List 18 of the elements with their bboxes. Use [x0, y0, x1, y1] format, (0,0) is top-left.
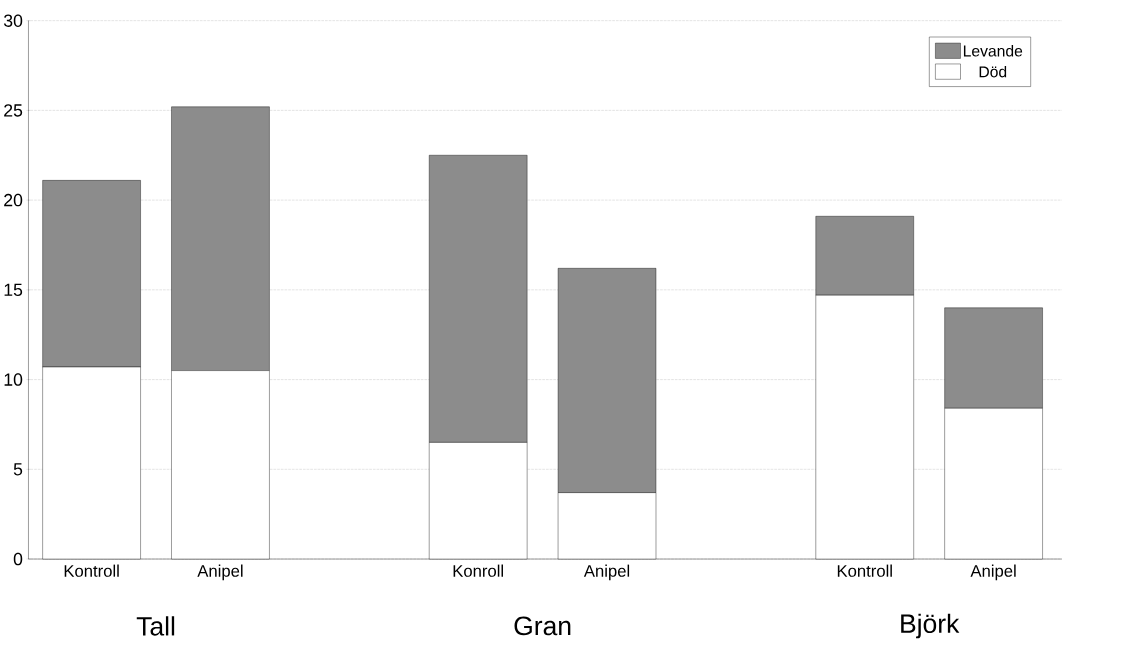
- legend-label: Död: [979, 66, 1007, 78]
- y-tick-label: 25: [4, 104, 23, 117]
- y-tick-label: 5: [13, 463, 23, 476]
- y-tick-label: 10: [4, 373, 23, 387]
- x-tick-label: Anipel: [583, 564, 630, 581]
- text: Björk: [901, 613, 960, 639]
- x-tick-label: Kontroll: [64, 564, 119, 578]
- text: Gran: [514, 616, 571, 636]
- x-tick-label: Kontroll: [837, 564, 892, 578]
- y-tick-label: 15: [4, 283, 23, 297]
- y-tick-label: 0: [13, 552, 23, 566]
- x-tick-label: Konroll: [453, 564, 503, 578]
- text: Tall: [136, 616, 175, 636]
- y-tick-label: 30: [3, 14, 23, 28]
- x-tick-label: Anipel: [970, 564, 1016, 581]
- x-tick-label: Anipel: [197, 564, 243, 581]
- legend-label: Levande: [963, 45, 1023, 57]
- y-tick-label: 20: [4, 194, 23, 207]
